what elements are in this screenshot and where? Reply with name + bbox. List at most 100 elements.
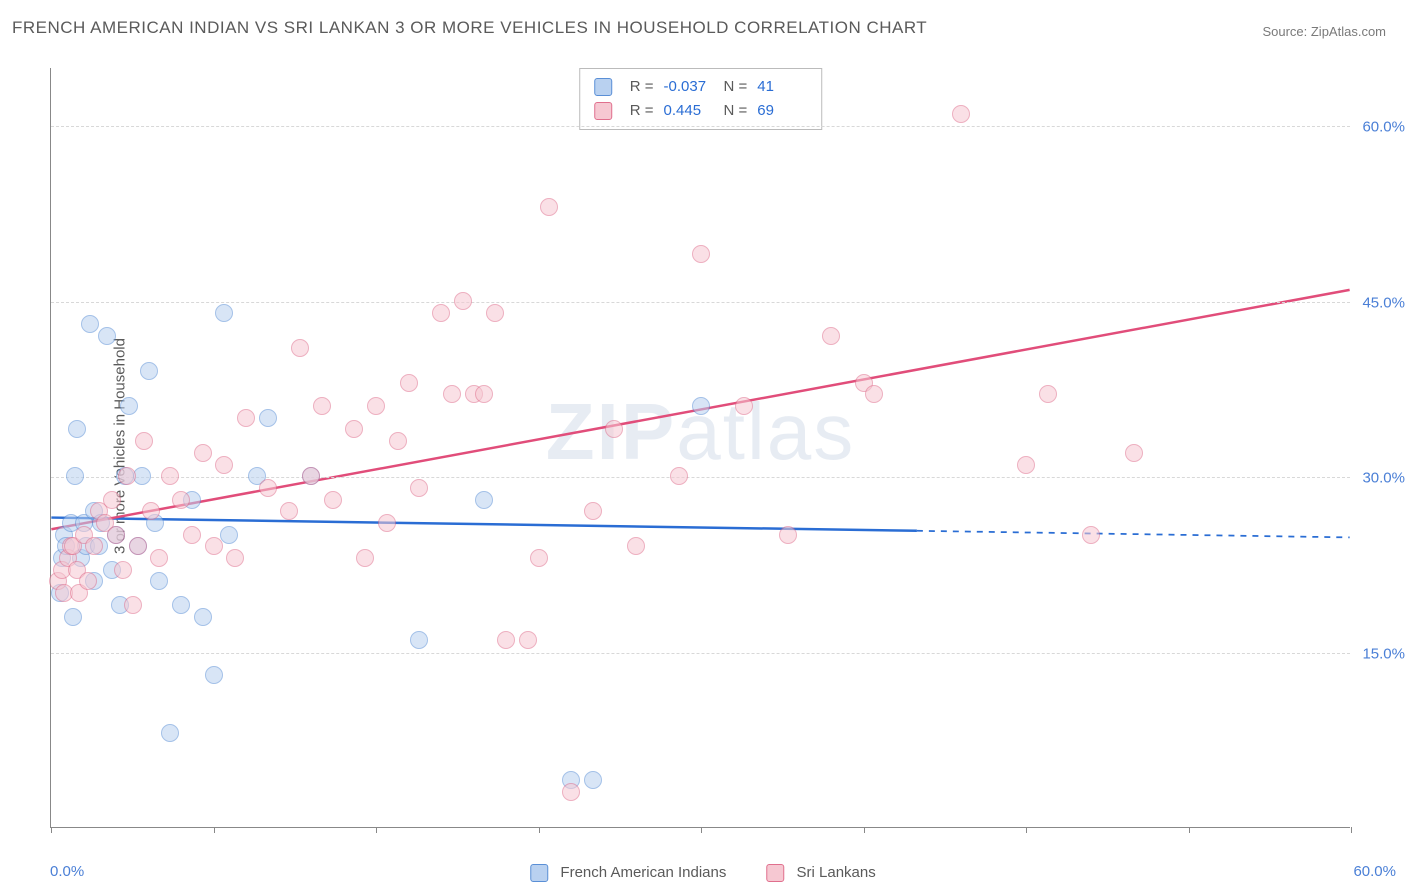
x-tick	[864, 827, 865, 833]
scatter-point	[313, 397, 331, 415]
scatter-point	[85, 572, 103, 590]
scatter-point	[865, 385, 883, 403]
scatter-point	[345, 420, 363, 438]
y-tick-label: 15.0%	[1362, 645, 1405, 662]
x-min-label: 0.0%	[50, 863, 84, 880]
scatter-point	[103, 491, 121, 509]
scatter-point	[1017, 456, 1035, 474]
stats-row-pink: R = 0.445 N = 69	[594, 99, 808, 123]
scatter-point	[53, 549, 71, 567]
legend-item-pink: Sri Lankans	[766, 864, 875, 882]
swatch-blue	[530, 864, 548, 882]
scatter-point	[562, 783, 580, 801]
scatter-point	[51, 584, 69, 602]
stats-row-blue: R = -0.037 N = 41	[594, 75, 808, 99]
watermark: ZIPatlas	[546, 386, 855, 478]
scatter-point	[530, 549, 548, 567]
scatter-point	[90, 502, 108, 520]
watermark-rest: atlas	[676, 387, 855, 476]
scatter-point	[226, 549, 244, 567]
scatter-point	[81, 315, 99, 333]
scatter-point	[98, 327, 116, 345]
swatch-pink	[594, 102, 612, 120]
scatter-point	[443, 385, 461, 403]
scatter-point	[220, 526, 238, 544]
scatter-point	[280, 502, 298, 520]
scatter-point	[150, 572, 168, 590]
scatter-point	[475, 385, 493, 403]
legend-item-blue: French American Indians	[530, 864, 726, 882]
scatter-point	[183, 491, 201, 509]
scatter-point	[410, 631, 428, 649]
x-tick	[1351, 827, 1352, 833]
scatter-point	[103, 561, 121, 579]
trend-line-dashed	[917, 531, 1350, 538]
scatter-point	[400, 374, 418, 392]
x-tick	[539, 827, 540, 833]
r-label: R =	[630, 99, 654, 123]
scatter-point	[1125, 444, 1143, 462]
scatter-point	[79, 572, 97, 590]
scatter-point	[64, 608, 82, 626]
scatter-point	[59, 549, 77, 567]
scatter-point	[627, 537, 645, 555]
scatter-point	[215, 304, 233, 322]
scatter-point	[237, 409, 255, 427]
scatter-point	[55, 584, 73, 602]
legend-label-blue: French American Indians	[560, 864, 726, 881]
scatter-point	[85, 502, 103, 520]
scatter-point	[135, 432, 153, 450]
scatter-point	[1039, 385, 1057, 403]
scatter-point	[822, 327, 840, 345]
scatter-point	[172, 491, 190, 509]
r-value-pink: 0.445	[664, 99, 714, 123]
scatter-point	[150, 549, 168, 567]
swatch-pink	[766, 864, 784, 882]
scatter-point	[146, 514, 164, 532]
source-label: Source: ZipAtlas.com	[1262, 24, 1386, 39]
scatter-point	[410, 479, 428, 497]
scatter-point	[183, 526, 201, 544]
scatter-point	[205, 537, 223, 555]
n-label: N =	[724, 99, 748, 123]
scatter-point	[194, 608, 212, 626]
scatter-point	[70, 584, 88, 602]
x-tick	[51, 827, 52, 833]
scatter-point	[584, 502, 602, 520]
scatter-point	[324, 491, 342, 509]
x-tick	[1189, 827, 1190, 833]
scatter-point	[367, 397, 385, 415]
x-tick	[376, 827, 377, 833]
y-tick-label: 60.0%	[1362, 119, 1405, 136]
scatter-point	[259, 479, 277, 497]
gridline: 15.0%	[51, 653, 1350, 654]
scatter-point	[49, 572, 67, 590]
scatter-point	[111, 596, 129, 614]
scatter-point	[107, 526, 125, 544]
scatter-point	[57, 537, 75, 555]
scatter-point	[215, 456, 233, 474]
stats-legend: R = -0.037 N = 41 R = 0.445 N = 69	[579, 68, 823, 130]
scatter-point	[540, 198, 558, 216]
scatter-point	[85, 537, 103, 555]
scatter-point	[486, 304, 504, 322]
scatter-point	[55, 526, 73, 544]
x-tick	[1026, 827, 1027, 833]
swatch-blue	[594, 78, 612, 96]
x-tick	[214, 827, 215, 833]
scatter-point	[692, 245, 710, 263]
scatter-point	[96, 514, 114, 532]
scatter-point	[475, 491, 493, 509]
scatter-point	[62, 537, 80, 555]
trend-line-solid	[51, 518, 917, 531]
watermark-bold: ZIP	[546, 387, 676, 476]
scatter-point	[356, 549, 374, 567]
r-label: R =	[630, 75, 654, 99]
scatter-point	[114, 561, 132, 579]
scatter-point	[68, 420, 86, 438]
scatter-point	[161, 724, 179, 742]
scatter-point	[53, 561, 71, 579]
scatter-point	[140, 362, 158, 380]
n-value-pink: 69	[757, 99, 807, 123]
scatter-point	[291, 339, 309, 357]
